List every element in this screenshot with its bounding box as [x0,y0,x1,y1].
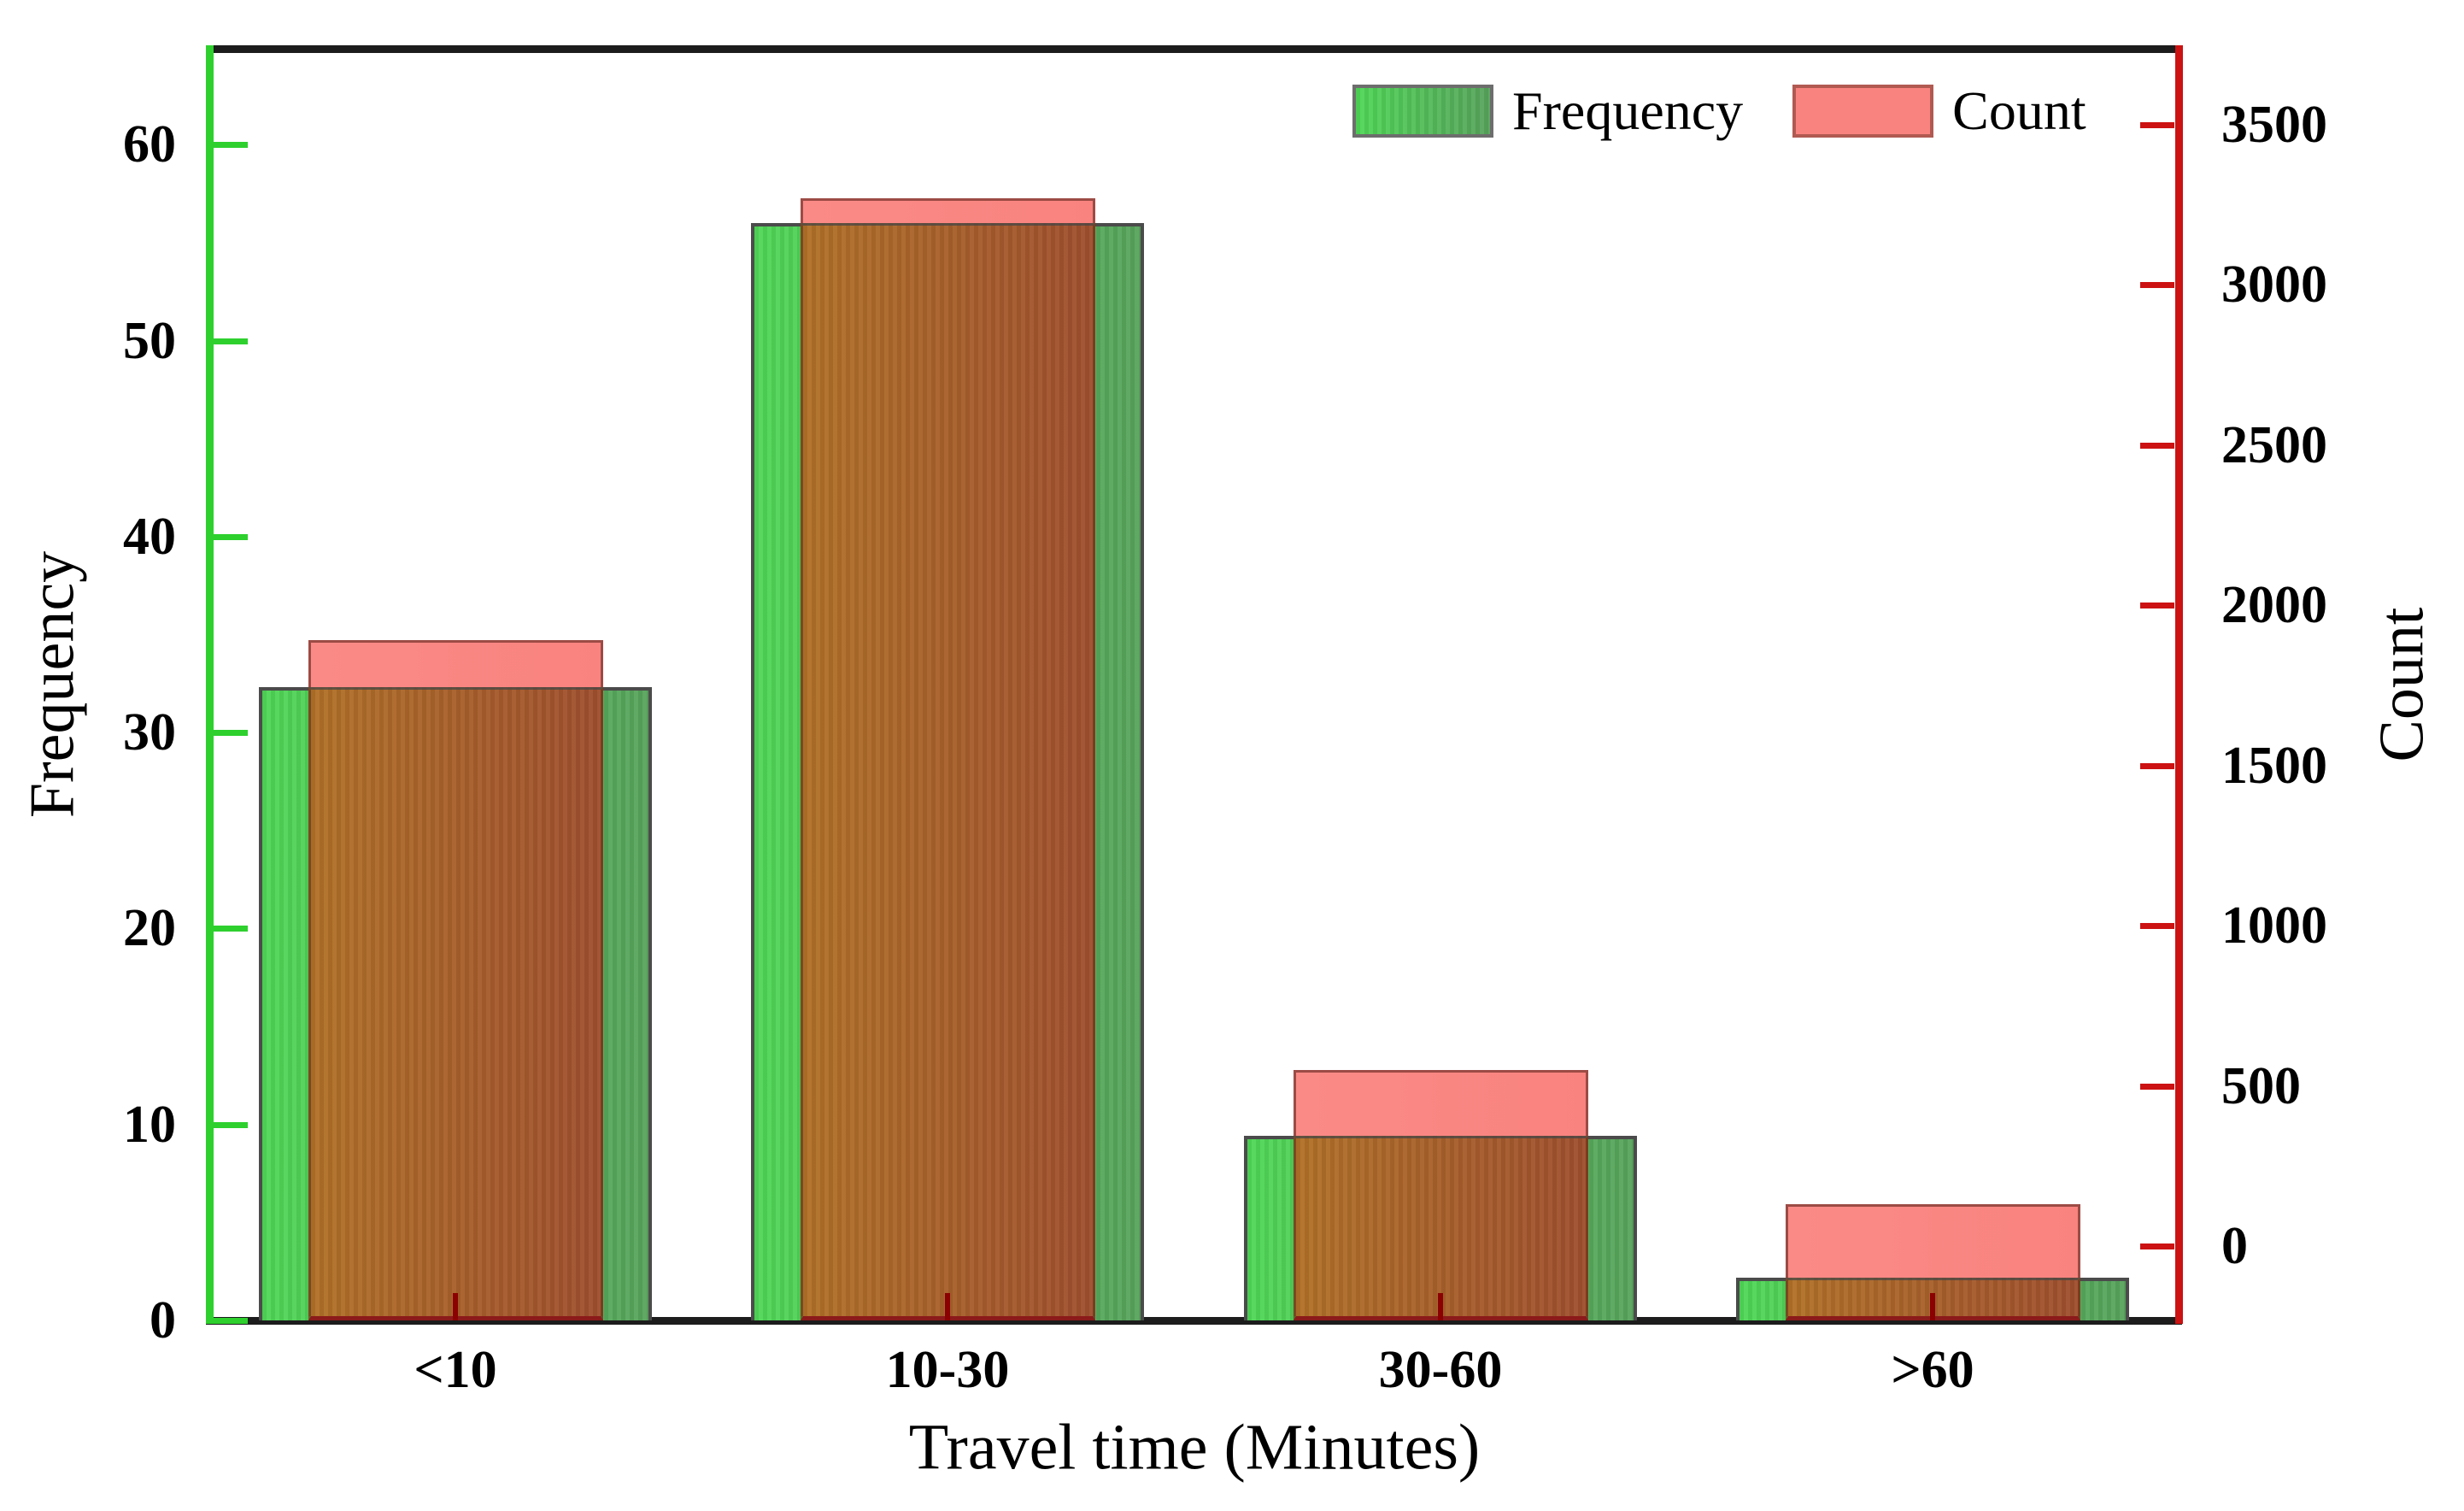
x-category-tick [453,1293,458,1320]
legend-item-frequency: Frequency [1352,84,1743,138]
legend-label-frequency: Frequency [1512,80,1744,141]
y-left-tick [214,338,248,344]
x-axis-title: Travel time (Minutes) [908,1411,1481,1484]
bar-overlap [1294,1136,1588,1320]
y-right-tick [2140,282,2174,288]
legend-label-count: Count [1952,80,2086,141]
y-right-tick-label: 500 [2221,1056,2301,1115]
y-left-tick-label: 0 [150,1291,176,1349]
y-left-tick-label: 50 [123,311,176,370]
y-right-tick [2140,603,2174,609]
y-left-tick [214,142,248,149]
y-right-tick-label: 1500 [2221,736,2327,795]
left-axis-line [206,45,214,1324]
legend: Frequency Count [1352,84,2086,138]
y-right-tick-label: 0 [2221,1217,2248,1275]
y-right-tick [2140,1083,2174,1090]
y-right-tick-label: 3500 [2221,95,2327,154]
x-tick-label: 10-30 [885,1341,1010,1399]
y-left-tick [214,1318,248,1324]
bar-overlap [801,223,1095,1320]
y-right-tick-label: 2000 [2221,576,2327,634]
y-left-tick [214,926,248,932]
plot-top-frame-line [206,45,2182,53]
y-left-tick [214,533,248,540]
y-axis-title-left: Frequency [17,550,88,819]
legend-swatch-frequency-icon [1352,85,1493,138]
x-tick-label: >60 [1891,1341,1974,1399]
x-category-tick [945,1293,950,1320]
y-right-tick-label: 2500 [2221,415,2327,474]
y-left-tick-label: 10 [123,1095,176,1154]
bar-count [1786,1204,2080,1278]
y-left-tick [214,1121,248,1128]
y-right-tick [2140,762,2174,769]
y-left-tick-label: 20 [123,899,176,958]
x-category-tick [1438,1293,1443,1320]
x-category-tick [1930,1293,1935,1320]
y-right-tick-label: 1000 [2221,897,2327,955]
legend-item-count: Count [1792,84,2086,138]
legend-swatch-count-icon [1792,85,1934,138]
y-right-tick-label: 3000 [2221,256,2327,314]
x-tick-label: 30-60 [1378,1341,1503,1399]
bar-count [308,640,603,687]
bar-overlap [308,687,603,1320]
bar-count [801,198,1095,223]
x-tick-label: <10 [414,1341,497,1399]
bar-count [1294,1070,1588,1136]
y-left-tick-label: 30 [123,703,176,762]
y-right-tick [2140,442,2174,449]
y-right-tick [2140,1243,2174,1249]
y-left-tick-label: 40 [123,507,176,566]
x-axis-line [206,1317,2182,1325]
right-axis-line [2175,45,2183,1324]
y-left-tick-label: 60 [123,115,176,174]
y-right-tick [2140,121,2174,128]
y-left-tick [214,730,248,737]
y-right-tick [2140,923,2174,929]
